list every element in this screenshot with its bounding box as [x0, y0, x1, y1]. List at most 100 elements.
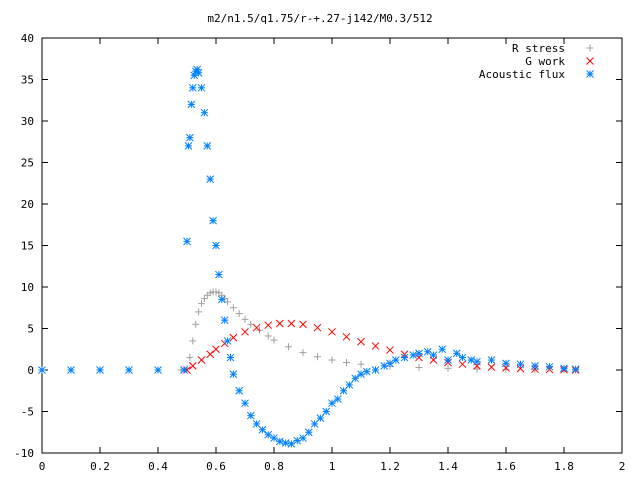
- data-point: [206, 350, 215, 359]
- x-tick-label: 1.6: [496, 460, 516, 473]
- series-layer: [38, 65, 580, 448]
- data-point: [96, 366, 104, 374]
- y-tick-label: 10: [21, 281, 34, 294]
- data-point: [516, 360, 525, 369]
- data-point: [571, 365, 580, 374]
- data-point: [212, 241, 220, 250]
- data-point: [180, 366, 188, 374]
- x-tick-label: 0.2: [90, 460, 110, 473]
- legend-marker: [586, 57, 594, 65]
- data-point: [241, 399, 249, 408]
- data-point: [473, 365, 481, 373]
- x-tick-label: 0.8: [264, 460, 284, 473]
- data-point: [203, 142, 212, 150]
- data-point: [189, 337, 197, 345]
- data-point: [452, 349, 461, 358]
- y-tick-label: -10: [14, 447, 34, 460]
- data-point: [287, 319, 296, 328]
- data-point: [38, 366, 46, 374]
- data-point: [316, 414, 325, 422]
- x-tick-label: 1.4: [438, 460, 458, 473]
- data-point: [386, 346, 394, 354]
- data-point: [487, 356, 496, 364]
- data-point: [429, 351, 438, 359]
- data-point: [444, 356, 452, 364]
- data-point: [209, 216, 217, 225]
- y-tick-label: 35: [21, 74, 34, 87]
- data-point: [275, 319, 284, 328]
- data-point: [371, 366, 380, 374]
- x-tick-label: 2: [619, 460, 626, 473]
- data-point: [197, 83, 206, 92]
- x-tick-label: 0.6: [206, 460, 226, 473]
- data-point: [212, 345, 220, 354]
- x-tick-label: 1: [329, 460, 336, 473]
- data-point: [226, 353, 235, 362]
- data-point: [229, 333, 238, 342]
- data-point: [322, 407, 331, 416]
- plot-frame: [41, 37, 623, 454]
- data-point: [415, 349, 423, 358]
- data-point: [264, 332, 272, 340]
- data-point: [206, 289, 214, 297]
- data-point: [188, 361, 197, 370]
- data-point: [299, 349, 307, 357]
- data-point: [357, 337, 365, 346]
- data-point: [545, 362, 554, 371]
- data-point: [333, 395, 342, 403]
- data-point: [560, 364, 568, 373]
- data-point: [287, 440, 296, 448]
- data-point: [362, 367, 371, 376]
- data-point: [215, 270, 223, 279]
- x-axis: 0 0.2 0.4 0.6 0.8 1 1.2 1.4 1.6 1.8 2: [39, 38, 626, 473]
- data-point: [235, 386, 244, 395]
- data-point: [195, 308, 203, 316]
- y-tick-label: 0: [27, 364, 34, 377]
- y-tick-label: -5: [21, 406, 34, 419]
- data-point: [444, 364, 452, 372]
- data-point: [206, 175, 215, 183]
- legend-label: G work: [525, 55, 565, 68]
- data-point: [217, 295, 226, 304]
- y-tick-label: 15: [21, 240, 34, 253]
- data-point: [357, 360, 365, 368]
- data-point: [386, 359, 394, 368]
- data-point: [285, 343, 292, 351]
- y-tick-label: 5: [27, 323, 34, 336]
- data-point: [415, 364, 423, 372]
- data-point: [252, 323, 261, 332]
- data-point: [458, 360, 467, 369]
- data-point: [246, 411, 255, 420]
- data-point: [197, 356, 206, 364]
- legend-marker: [586, 70, 594, 78]
- data-point: [502, 359, 510, 368]
- data-point: [241, 327, 249, 336]
- legend-label: R stress: [512, 42, 565, 55]
- data-point: [371, 342, 380, 350]
- data-point: [188, 83, 197, 92]
- data-point: [473, 357, 481, 366]
- data-point: [192, 320, 200, 328]
- data-point: [299, 320, 307, 329]
- data-point: [241, 315, 249, 323]
- data-point: [275, 437, 284, 446]
- data-point: [264, 321, 273, 330]
- data-point: [328, 327, 336, 336]
- y-tick-label: 20: [21, 198, 34, 211]
- data-point: [67, 366, 75, 374]
- data-point: [351, 374, 360, 383]
- data-point: [229, 304, 237, 312]
- data-point: [343, 359, 350, 367]
- data-point: [328, 356, 336, 364]
- data-point: [438, 345, 447, 354]
- data-point: [198, 300, 205, 308]
- data-point: [186, 354, 194, 362]
- legend-marker: [586, 44, 594, 52]
- data-point: [409, 351, 418, 359]
- data-point: [400, 353, 409, 362]
- data-point: [187, 100, 196, 109]
- data-point: [531, 361, 539, 370]
- series-0: [38, 288, 580, 374]
- y-tick-label: 25: [21, 157, 34, 170]
